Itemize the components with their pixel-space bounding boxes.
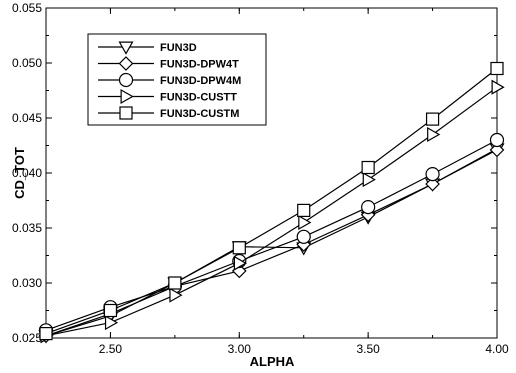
legend-entry: FUN3D-DPW4M — [98, 72, 241, 88]
data-series — [38, 61, 505, 344]
x-tick-label: 2.50 — [99, 342, 123, 356]
data-point — [297, 203, 311, 217]
series-fun3d-custt — [40, 79, 505, 344]
series-line — [45, 68, 498, 335]
legend-marker — [118, 41, 134, 55]
data-point — [169, 287, 183, 303]
legend-entry: FUN3D-DPW4T — [98, 56, 239, 71]
y-tick-label: 0.030 — [12, 276, 42, 290]
data-point — [489, 142, 505, 158]
series-line — [45, 139, 498, 331]
legend-entry: FUN3D-CUSTM — [98, 106, 239, 120]
legend-marker — [120, 88, 134, 105]
y-tick-label: 0.040 — [12, 166, 42, 180]
x-tick-label: 4.00 — [485, 342, 509, 356]
y-tick-label: 0.035 — [12, 221, 42, 235]
data-point — [490, 61, 504, 76]
legend-marker — [118, 72, 134, 88]
y-tick-label: 0.025 — [12, 331, 42, 345]
data-point — [491, 79, 505, 95]
data-point — [296, 229, 311, 244]
data-point — [425, 176, 440, 192]
series-line — [45, 86, 498, 337]
legend-label: FUN3D-DPW4T — [160, 59, 239, 71]
data-point — [104, 315, 119, 331]
data-point — [233, 255, 247, 271]
data-point — [362, 172, 376, 188]
data-point — [39, 327, 53, 341]
data-point — [232, 241, 246, 255]
y-tick-label: 0.055 — [12, 1, 42, 15]
data-point — [489, 132, 505, 148]
legend-label: FUN3D-DPW4M — [160, 75, 241, 87]
y-axis: 0.025 0.030 0.035 0.040 0.045 0.050 0.055 — [12, 1, 497, 345]
x-tick-label: 3.50 — [356, 342, 380, 356]
legend-label: FUN3D — [160, 42, 197, 54]
y-tick-label: 0.050 — [12, 56, 42, 70]
data-point — [361, 160, 375, 175]
data-point — [103, 303, 118, 318]
legend-label: FUN3D-CUSTM — [160, 108, 239, 120]
legend: FUN3D FUN3D-DPW4T FUN3D-DPW4M FUN3D-CUSTT FU… — [87, 33, 267, 126]
data-point — [361, 200, 376, 215]
data-point — [425, 112, 440, 126]
series-line — [45, 149, 498, 337]
y-tick-label: 0.045 — [12, 111, 42, 125]
legend-entry: FUN3D-CUSTT — [98, 88, 237, 105]
data-point — [298, 214, 312, 231]
legend-label: FUN3D-CUSTT — [160, 92, 237, 104]
legend-marker — [119, 106, 133, 120]
y-axis-title: CD_TOT — [12, 147, 27, 199]
data-point — [168, 276, 182, 290]
data-point — [425, 167, 440, 182]
legend-marker — [118, 56, 134, 71]
x-axis: 2.50 3.00 3.50 4.00 — [45, 8, 509, 356]
x-tick-label: 3.00 — [228, 342, 252, 356]
x-axis-title: ALPHA — [250, 354, 295, 369]
legend-entry: FUN3D — [98, 41, 197, 55]
series-fun3d-custm — [39, 61, 504, 341]
data-point — [427, 126, 441, 143]
